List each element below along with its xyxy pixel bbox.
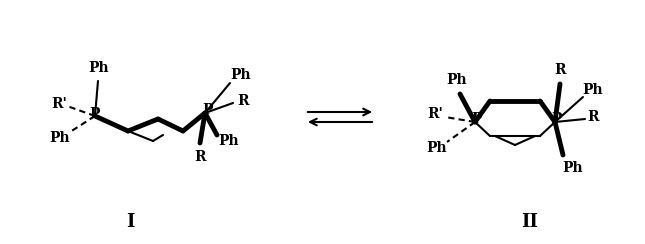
Text: R: R xyxy=(587,110,599,124)
Text: R: R xyxy=(554,63,566,77)
Text: R': R' xyxy=(51,97,67,111)
Text: Ph: Ph xyxy=(231,68,252,82)
Text: Ph: Ph xyxy=(427,141,448,155)
Text: P: P xyxy=(471,112,482,126)
Text: P: P xyxy=(203,103,213,117)
Text: Ph: Ph xyxy=(89,61,109,75)
Text: R: R xyxy=(194,150,206,164)
Text: II: II xyxy=(522,213,539,231)
Text: Ph: Ph xyxy=(562,161,583,175)
Text: Ph: Ph xyxy=(447,73,468,87)
Text: Ph: Ph xyxy=(50,131,70,145)
Text: I: I xyxy=(126,213,134,231)
Text: R': R' xyxy=(427,107,443,121)
Text: Ph: Ph xyxy=(219,134,239,148)
Text: R: R xyxy=(237,94,249,108)
Text: P: P xyxy=(90,107,100,121)
Text: P: P xyxy=(551,112,562,126)
Text: Ph: Ph xyxy=(582,83,603,97)
